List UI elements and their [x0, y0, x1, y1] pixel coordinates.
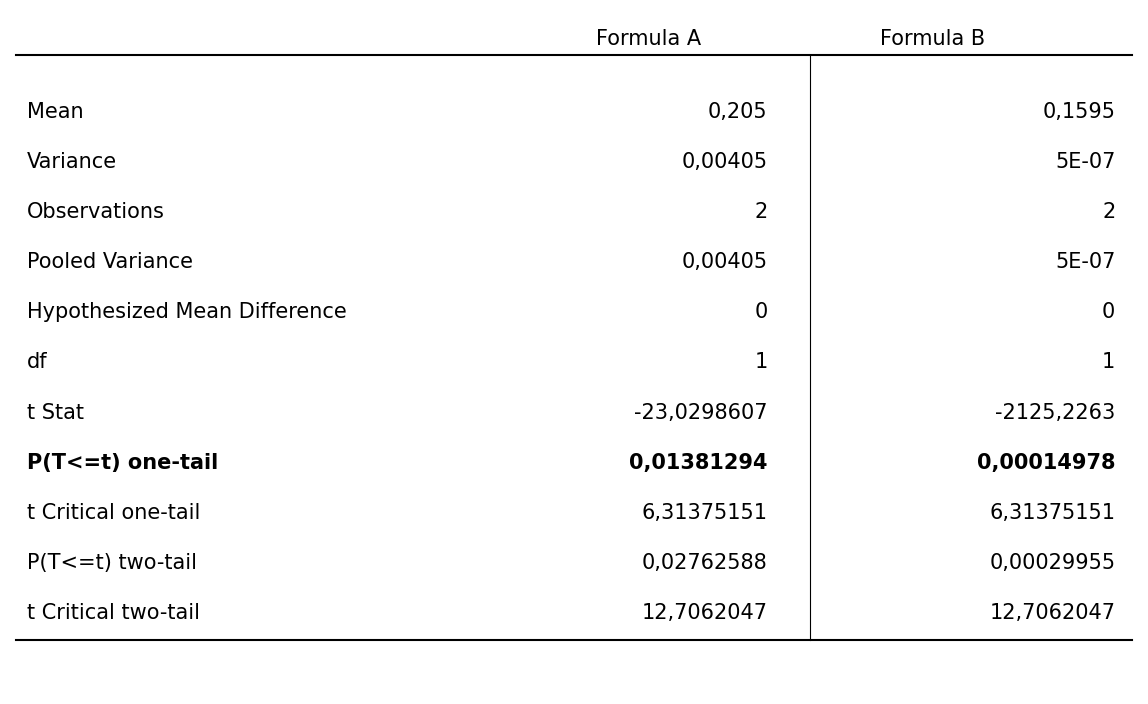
Text: P(T<=t) one-tail: P(T<=t) one-tail	[26, 453, 218, 472]
Text: 0,00405: 0,00405	[682, 152, 768, 172]
Text: 0: 0	[754, 302, 768, 322]
Text: 12,7062047: 12,7062047	[642, 603, 768, 623]
Text: 2: 2	[1102, 202, 1116, 222]
Text: -23,0298607: -23,0298607	[634, 403, 768, 422]
Text: 0: 0	[1102, 302, 1116, 322]
Text: Mean: Mean	[26, 102, 84, 122]
Text: 0,205: 0,205	[708, 102, 768, 122]
Text: 0,00014978: 0,00014978	[977, 453, 1116, 472]
Text: 0,02762588: 0,02762588	[642, 553, 768, 573]
Text: 0,00405: 0,00405	[682, 252, 768, 272]
Text: Variance: Variance	[26, 152, 117, 172]
Text: 0,00029955: 0,00029955	[990, 553, 1116, 573]
Text: Hypothesized Mean Difference: Hypothesized Mean Difference	[26, 302, 347, 322]
Text: P(T<=t) two-tail: P(T<=t) two-tail	[26, 553, 197, 573]
Text: 0,01381294: 0,01381294	[629, 453, 768, 472]
Text: df: df	[26, 353, 47, 372]
Text: 1: 1	[754, 353, 768, 372]
Text: t Critical two-tail: t Critical two-tail	[26, 603, 200, 623]
Text: -2125,2263: -2125,2263	[995, 403, 1116, 422]
Text: Observations: Observations	[26, 202, 165, 222]
Text: 12,7062047: 12,7062047	[990, 603, 1116, 623]
Text: 2: 2	[754, 202, 768, 222]
Text: 5E-07: 5E-07	[1055, 152, 1116, 172]
Text: 5E-07: 5E-07	[1055, 252, 1116, 272]
Text: 1: 1	[1102, 353, 1116, 372]
Text: 6,31375151: 6,31375151	[990, 503, 1116, 522]
Text: Formula B: Formula B	[881, 30, 985, 49]
Text: 6,31375151: 6,31375151	[642, 503, 768, 522]
Text: t Stat: t Stat	[26, 403, 84, 422]
Text: t Critical one-tail: t Critical one-tail	[26, 503, 201, 522]
Text: 0,1595: 0,1595	[1042, 102, 1116, 122]
Text: Formula A: Formula A	[596, 30, 700, 49]
Text: Pooled Variance: Pooled Variance	[26, 252, 193, 272]
